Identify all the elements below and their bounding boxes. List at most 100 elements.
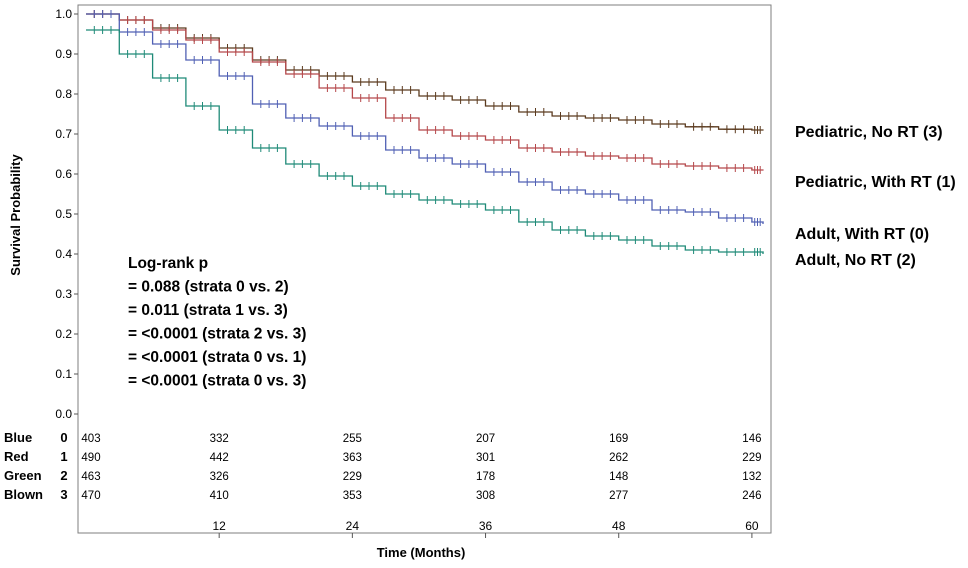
censor-mark: [473, 132, 481, 140]
censor-mark: [557, 226, 564, 234]
censor-mark: [690, 122, 698, 131]
risk-cell: 463: [81, 471, 100, 483]
censor-mark: [407, 146, 415, 154]
censor-mark: [457, 132, 465, 140]
censor-mark: [631, 236, 639, 244]
censor-mark: [398, 146, 406, 154]
censor-mark: [631, 196, 639, 204]
censor-mark: [432, 92, 440, 100]
censor-mark: [523, 178, 531, 186]
censor-mark: [540, 108, 548, 116]
censor-mark: [507, 168, 514, 176]
censor-mark: [398, 86, 406, 94]
censor-mark: [224, 72, 231, 80]
censor-mark: [165, 40, 173, 48]
censor-mark: [723, 214, 731, 222]
risk-row-stratum: 1: [60, 449, 67, 464]
censor-mark: [290, 160, 298, 168]
censor-mark: [465, 160, 473, 168]
censor-mark: [598, 152, 606, 160]
censor-mark: [507, 102, 514, 110]
censor-mark: [365, 182, 373, 190]
censor-mark: [673, 206, 681, 214]
censor-mark: [690, 208, 698, 216]
censor-mark: [432, 126, 440, 134]
censor-mark: [365, 132, 373, 140]
censor-mark: [357, 94, 365, 102]
censor-mark: [457, 160, 465, 168]
censor-mark: [390, 86, 398, 94]
risk-cell: 277: [609, 490, 628, 502]
risk-row-stratum: 3: [60, 487, 67, 502]
censor-mark: [640, 116, 648, 124]
censor-mark: [165, 74, 173, 82]
censor-mark: [740, 248, 748, 256]
censor-mark: [423, 126, 431, 134]
censor-mark: [332, 122, 340, 130]
censor-mark: [390, 146, 398, 154]
risk-cell: 490: [81, 452, 100, 464]
censor-mark: [557, 112, 564, 120]
censor-mark: [90, 26, 98, 34]
censor-mark: [606, 232, 614, 240]
censor-mark: [265, 100, 273, 108]
curve-label-0: Pediatric, No RT (3): [795, 124, 943, 141]
censor-mark: [756, 218, 764, 226]
censor-mark: [99, 10, 107, 18]
censor-mark: [332, 172, 340, 180]
censor-mark: [174, 74, 182, 82]
censor-mark: [532, 178, 539, 186]
x-tick-label: 12: [213, 519, 227, 533]
censor-mark: [590, 232, 598, 240]
censor-mark: [640, 196, 648, 204]
censor-mark: [174, 40, 182, 48]
censor-mark: [723, 248, 731, 256]
censor-mark: [440, 92, 448, 100]
censor-mark: [698, 162, 706, 170]
censor-mark: [240, 126, 248, 134]
censor-mark: [332, 84, 340, 92]
y-tick-label: 0.2: [55, 327, 72, 341]
censor-mark: [606, 152, 614, 160]
risk-cell: 403: [81, 433, 100, 445]
censor-mark: [207, 36, 215, 44]
censor-mark: [690, 246, 698, 254]
censor-mark: [731, 125, 739, 134]
risk-cell: 353: [343, 490, 362, 502]
censor-mark: [323, 84, 331, 92]
series-3: [86, 10, 764, 134]
censor-mark: [240, 72, 248, 80]
censor-mark: [465, 200, 473, 208]
censor-mark: [623, 154, 631, 162]
censor-mark: [373, 94, 381, 102]
censor-mark: [690, 162, 698, 170]
risk-cell: 229: [742, 452, 761, 464]
y-tick-label: 0.4: [55, 247, 72, 261]
censor-mark: [473, 96, 481, 104]
censor-mark: [756, 166, 764, 174]
censor-mark: [540, 218, 548, 226]
y-tick-label: 1.0: [55, 7, 72, 21]
y-tick-label: 0.3: [55, 287, 72, 301]
censor-mark: [631, 154, 639, 162]
risk-cell: 301: [476, 452, 495, 464]
survival-line-stratum-3: [86, 13, 763, 131]
censor-mark: [307, 160, 315, 168]
censor-mark: [640, 154, 648, 162]
risk-row-stratum: 0: [60, 430, 67, 445]
censor-mark: [390, 114, 398, 122]
censor-mark: [174, 26, 182, 34]
censor-mark: [656, 206, 664, 214]
censor-mark: [740, 164, 748, 172]
censor-mark: [373, 132, 381, 140]
risk-cell: 207: [476, 433, 495, 445]
censor-mark: [498, 136, 506, 144]
censor-mark: [440, 126, 448, 134]
risk-row-label: Red: [4, 449, 29, 464]
censor-mark: [507, 136, 514, 144]
censor-mark: [706, 246, 714, 254]
y-axis-title: Survival Probability: [8, 154, 23, 276]
censor-mark: [365, 78, 373, 86]
censor-mark: [532, 144, 539, 152]
